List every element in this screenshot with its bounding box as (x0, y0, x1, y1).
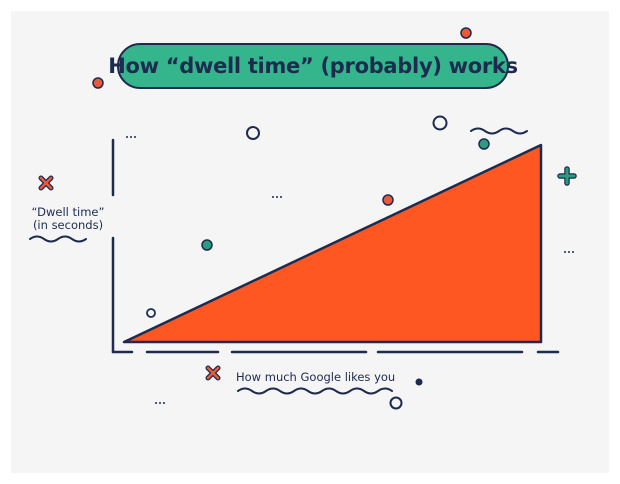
wavy-line (470, 127, 528, 135)
dot-icon (92, 77, 104, 89)
y-axis-label: “Dwell time” (in seconds) (24, 206, 112, 232)
dot-icon (382, 194, 394, 206)
circle-icon (246, 126, 260, 140)
y-axis-label-line: “Dwell time” (31, 205, 105, 219)
dot-icon (460, 27, 472, 39)
y-axis-label-line: (in seconds) (32, 218, 104, 232)
cross-icon (38, 175, 54, 191)
plus-icon (557, 166, 577, 186)
circle-icon (146, 308, 156, 318)
ellipsis (155, 402, 165, 404)
dwell-time-triangle (122, 143, 543, 344)
circle-icon (389, 396, 403, 410)
wavy-line (237, 387, 393, 395)
wavy-line (29, 235, 87, 243)
ellipsis (126, 136, 136, 138)
dot-icon (415, 378, 423, 386)
cross-icon (205, 365, 221, 381)
dot-icon (201, 239, 213, 251)
title-banner: How “dwell time” (probably) works (108, 43, 518, 89)
x-axis-label: How much Google likes you (236, 370, 396, 384)
dot-icon (478, 138, 490, 150)
ellipsis (272, 196, 282, 198)
diagram-title: How “dwell time” (probably) works (108, 54, 518, 78)
ellipsis (564, 251, 574, 253)
circle-icon (432, 115, 448, 131)
